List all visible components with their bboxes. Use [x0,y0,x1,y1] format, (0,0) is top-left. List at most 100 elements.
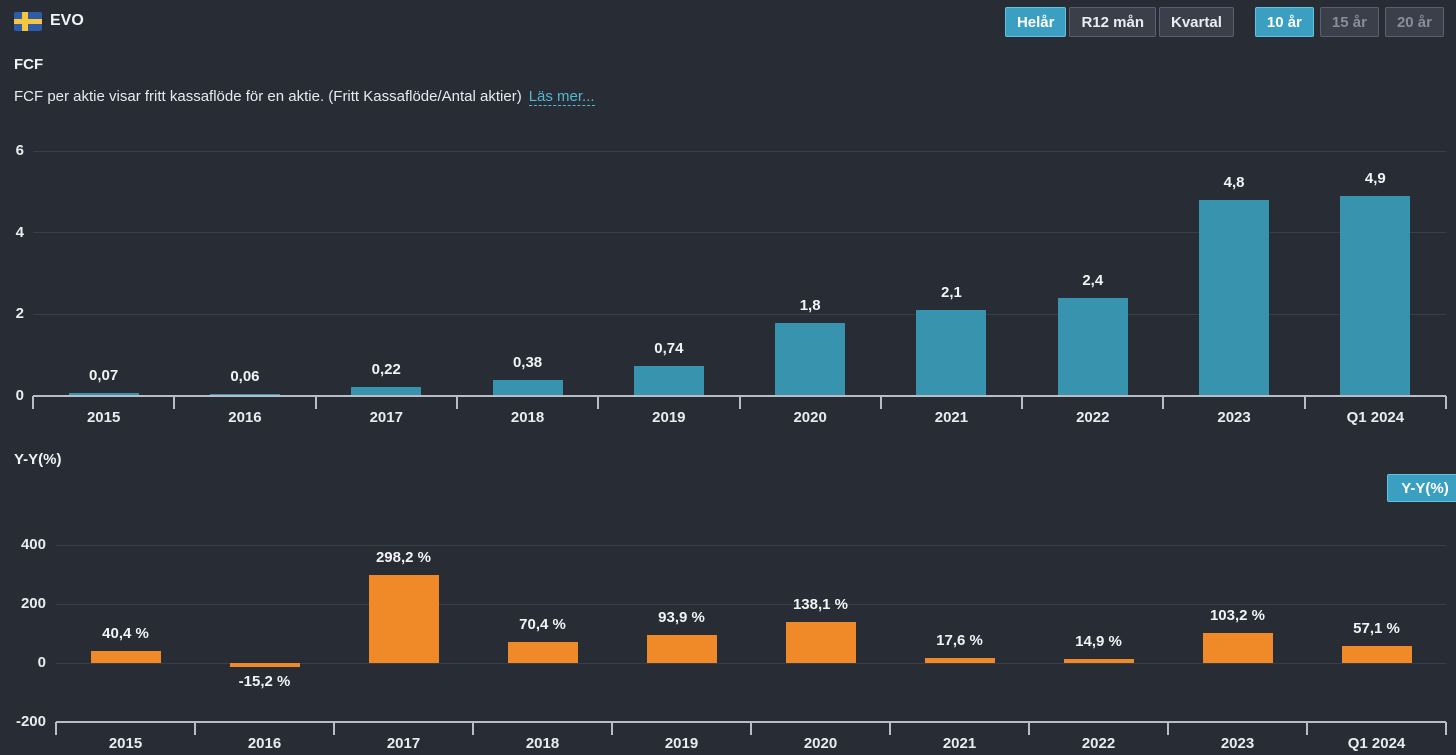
period-button-kvartal[interactable]: Kvartal [1159,7,1234,37]
range-button-group: 10 år 15 år 20 år [1254,7,1444,37]
x-category-label: 2022 [1076,409,1110,426]
bar-value-label: 0,22 [371,361,401,379]
bar-value-label: 57,1 % [1353,620,1400,638]
bar-value-label: 4,9 [1364,169,1386,187]
bar-value-label: 40,4 % [102,625,149,643]
gridline [56,721,1446,723]
gridline [56,603,1446,605]
bar-2020[interactable] [775,322,846,396]
bar-2022[interactable] [1057,298,1128,396]
range-button-20-ar[interactable]: 20 år [1384,7,1444,37]
x-category-label: 2016 [228,409,262,426]
bar-value-label: 1,8 [799,296,821,314]
ticker-label: EVO [50,12,84,29]
x-category-label: 2015 [108,735,143,752]
yy-toggle-button[interactable]: Y-Y(%) [1387,474,1456,502]
bar-2015[interactable] [90,651,161,663]
section-title: FCF [14,56,44,73]
gridline [33,150,1446,152]
x-category-label: 2018 [510,409,545,426]
section-description: FCF per aktie visar fritt kassaflöde för… [14,88,595,106]
x-tick [879,396,882,409]
x-tick [55,722,57,735]
bar-value-label: 0,07 [89,367,119,385]
bar-2015[interactable] [68,393,139,396]
x-category-label: 2018 [525,735,560,752]
y-tick-label: -200 [15,713,46,730]
bar-value-label: 70,4 % [519,616,566,634]
period-button-r12-man[interactable]: R12 mån [1069,7,1156,37]
bar-2022[interactable] [1063,658,1134,663]
x-tick [738,396,741,409]
x-tick [173,396,176,409]
bar-2018[interactable] [507,642,578,663]
bar-2017[interactable] [368,575,439,663]
description-text: FCF per aktie visar fritt kassaflöde för… [14,88,522,105]
bar-2020[interactable] [785,622,856,663]
x-tick [611,722,613,735]
read-more-link[interactable]: Läs mer... [528,88,595,106]
bar-2017[interactable] [351,387,422,396]
x-category-label: 2020 [793,409,827,426]
period-button-helar[interactable]: Helår [1004,7,1067,37]
range-button-10-ar[interactable]: 10 år [1254,7,1314,37]
x-tick [1167,722,1169,735]
bar-value-label: 93,9 % [658,609,705,627]
x-tick [472,722,474,735]
x-category-label: 2015 [86,409,121,426]
x-category-label: 2022 [1081,735,1116,752]
y-tick-label: 0 [37,654,46,671]
x-category-label: 2020 [803,735,838,752]
bar-value-label: 138,1 % [792,596,849,614]
bar-2016[interactable] [209,393,280,396]
x-tick [333,722,335,735]
bar-q1-2024[interactable] [1341,646,1412,663]
gridline [56,544,1446,546]
x-category-label: 2017 [386,735,421,752]
axis-line [56,721,1446,723]
bar-value-label: -15,2 % [238,673,291,691]
x-category-label: 2023 [1217,409,1251,426]
x-tick [314,396,317,409]
bar-2021[interactable] [924,657,995,663]
y-tick-label: 4 [15,223,24,241]
x-category-label: 2019 [652,409,686,426]
x-tick [455,396,458,409]
x-tick [1445,722,1447,735]
bar-2019[interactable] [646,635,717,663]
bar-value-label: 0,38 [512,354,543,372]
sweden-flag-icon [14,12,42,31]
x-category-label: 2021 [934,409,969,426]
bar-value-label: 0,06 [230,367,260,385]
bar-value-label: 103,2 % [1209,606,1266,624]
x-category-label: Q1 2024 [1346,409,1405,426]
y-tick-label: 2 [15,305,24,323]
bar-2023[interactable] [1199,200,1270,396]
period-button-group: Helår R12 mån Kvartal [1004,7,1234,37]
bar-value-label: 2,1 [941,284,962,302]
bar-2016[interactable] [229,663,300,668]
y-tick-label: 6 [15,142,24,159]
bar-2021[interactable] [916,310,987,396]
x-tick [1445,396,1447,409]
bar-2019[interactable] [633,365,704,396]
bar-q1-2024[interactable] [1340,195,1411,396]
toolbar: Helår R12 mån Kvartal 10 år 15 år 20 år [1004,7,1444,37]
x-category-label: 2021 [942,735,977,752]
bar-value-label: 14,9 % [1075,632,1122,650]
x-tick [1028,722,1030,735]
x-category-label: 2017 [369,409,403,426]
bar-value-label: 0,74 [654,339,684,357]
bar-value-label: 2,4 [1082,272,1104,289]
bar-2023[interactable] [1202,632,1273,663]
y-tick-label: 400 [20,536,46,553]
x-tick [1021,396,1024,409]
x-tick [597,396,600,409]
x-tick [889,722,891,735]
x-category-label: Q1 2024 [1347,735,1406,752]
bar-2018[interactable] [492,380,563,396]
y-tick-label: 0 [15,387,24,404]
x-category-label: 2019 [664,735,699,752]
range-button-15-ar[interactable]: 15 år [1319,7,1379,37]
